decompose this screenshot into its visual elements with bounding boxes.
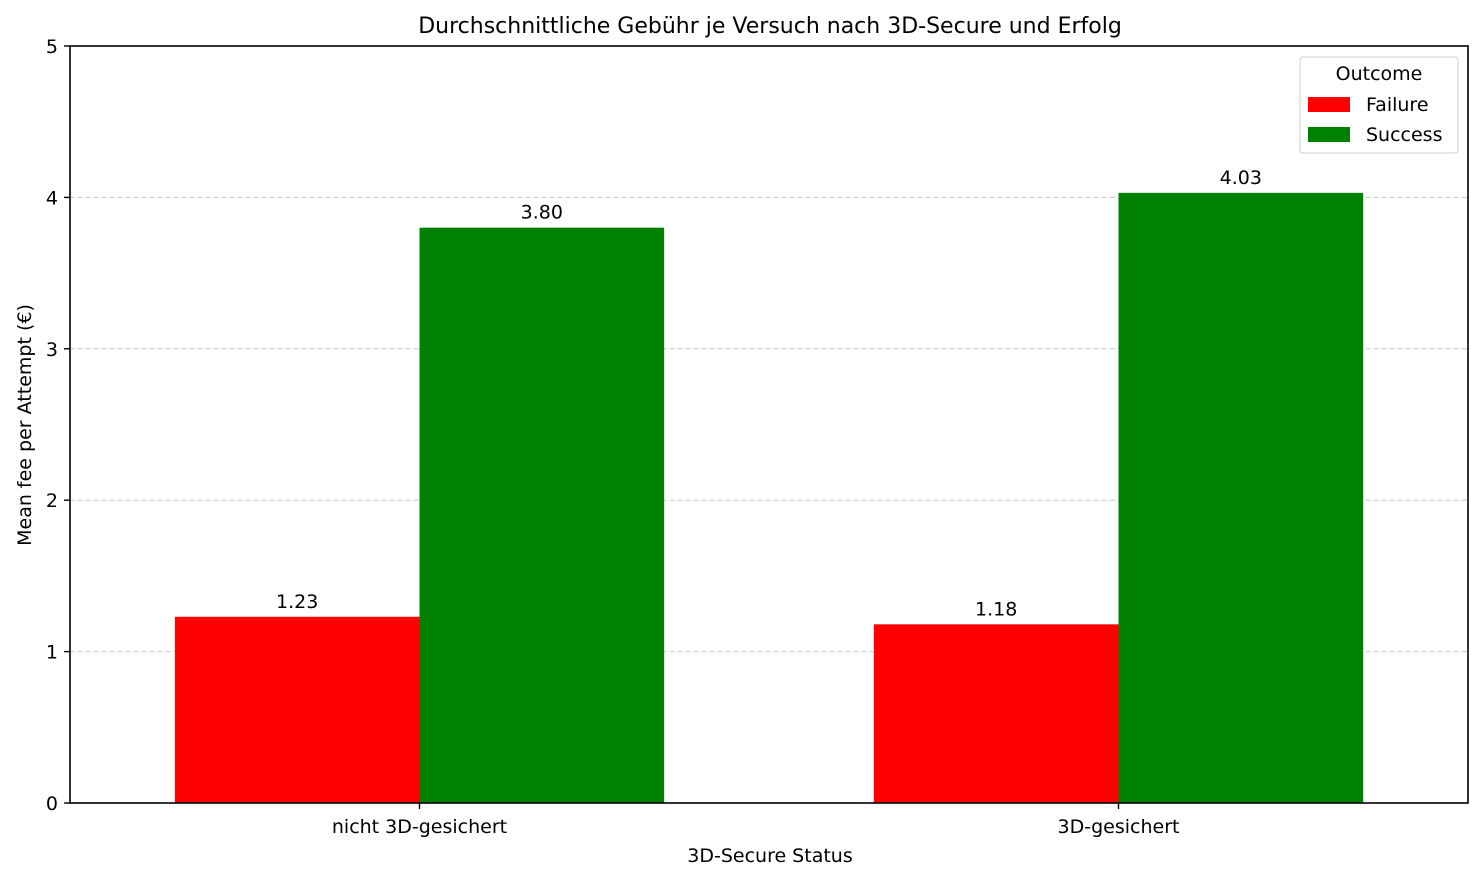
legend-label-success: Success [1366,124,1442,146]
legend-swatch-failure [1308,97,1350,112]
bars [174,192,1364,803]
legend-label-failure: Failure [1366,94,1429,116]
bar-failure [174,616,420,803]
y-axis: 0 1 2 3 4 5 [46,36,70,815]
y-tick-label: 3 [46,339,58,361]
bar-success [419,227,665,803]
x-axis: nicht 3D-gesichert 3D-gesichert [332,803,1180,838]
data-label: 4.03 [1220,167,1262,189]
y-tick-label: 5 [46,36,58,58]
y-tick-label: 1 [46,642,58,664]
plot-frame [69,45,1469,804]
bar-failure [873,624,1119,803]
y-tick-label: 4 [46,187,58,209]
chart-title: Durchschnittliche Gebühr je Versuch nach… [418,14,1122,39]
legend-title: Outcome [1336,63,1423,85]
x-tick-label: nicht 3D-gesichert [332,816,507,838]
data-label: 1.23 [276,591,318,613]
data-label: 1.18 [975,598,1017,620]
data-label: 3.80 [521,202,563,224]
data-labels: 1.23 3.80 1.18 4.03 [276,167,1262,620]
bar-success [1118,192,1364,803]
legend-swatch-success [1308,127,1350,142]
y-tick-label: 2 [46,490,58,512]
legend: Outcome Failure Success [1299,56,1459,154]
x-tick-label: 3D-gesichert [1058,816,1180,838]
x-axis-title: 3D-Secure Status [687,845,852,867]
y-tick-label: 0 [46,793,58,815]
y-axis-title: Mean fee per Attempt (€) [14,304,36,546]
